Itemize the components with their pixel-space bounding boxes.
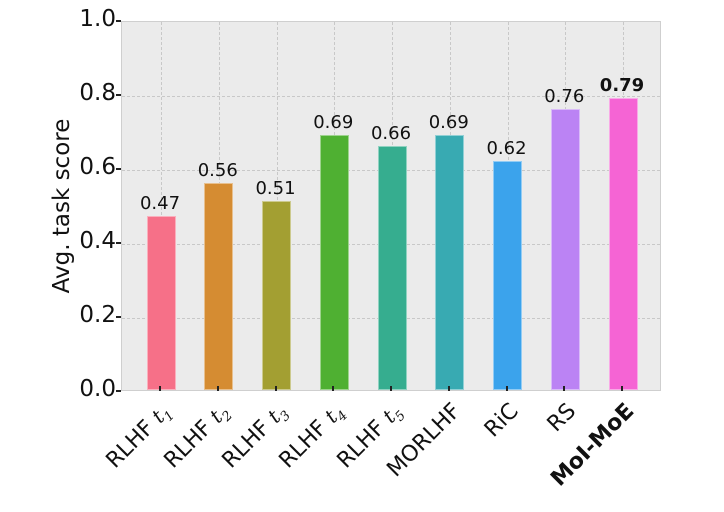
bar-morlhf	[435, 134, 465, 390]
x-tick-mark	[621, 386, 623, 391]
value-label: 0.62	[486, 137, 527, 159]
bar-rs	[550, 108, 580, 390]
y-tick-mark	[116, 20, 121, 22]
h-gridline	[122, 96, 660, 97]
y-tick-mark	[116, 168, 121, 170]
x-tick-label: RS	[542, 398, 582, 438]
value-label: 0.69	[428, 111, 469, 133]
value-label: 0.79	[599, 74, 645, 96]
x-tick-mark	[505, 386, 508, 391]
value-label: 0.69	[313, 111, 354, 133]
y-tick-label: 1.0	[79, 6, 116, 32]
x-tick-mark	[159, 386, 161, 391]
bar-rlhf-t5	[377, 145, 407, 390]
x-tick-label: RLHF t2	[159, 404, 236, 474]
v-gridline	[161, 22, 162, 390]
value-label: 0.76	[544, 85, 585, 107]
y-tick-label: 0.4	[79, 228, 116, 254]
value-label: 0.51	[255, 178, 296, 200]
bar-rlhf-t2	[204, 182, 234, 390]
x-tick-mark	[390, 386, 392, 391]
y-tick-label: 0.0	[79, 376, 116, 402]
x-tick-label: RiC	[479, 398, 524, 443]
y-tick-mark	[116, 316, 121, 318]
x-tick-mark	[216, 386, 219, 391]
x-tick-mark	[274, 386, 277, 391]
x-tick-label: RLHF t1	[101, 404, 178, 474]
y-tick-label: 0.8	[79, 80, 116, 106]
bar-ric	[493, 160, 522, 390]
y-tick-label: 0.2	[79, 302, 116, 328]
x-tick-mark	[563, 386, 566, 391]
x-tick-mark	[447, 386, 450, 391]
bar-rlhf-t1	[146, 216, 176, 390]
plot-area	[121, 21, 661, 391]
value-label: 0.66	[370, 122, 412, 144]
x-tick-mark	[332, 386, 335, 391]
value-label: 0.56	[197, 159, 238, 181]
bar-rlhf-t3	[262, 201, 291, 390]
y-tick-mark	[116, 390, 121, 392]
y-tick-mark	[116, 242, 121, 244]
bar-rlhf-t4	[319, 134, 349, 390]
y-tick-mark	[116, 94, 121, 96]
y-tick-label: 0.6	[79, 154, 116, 180]
y-axis-label: Avg. task score	[49, 118, 75, 294]
bar-moi-moe	[608, 97, 638, 390]
value-label: 0.47	[139, 193, 181, 215]
